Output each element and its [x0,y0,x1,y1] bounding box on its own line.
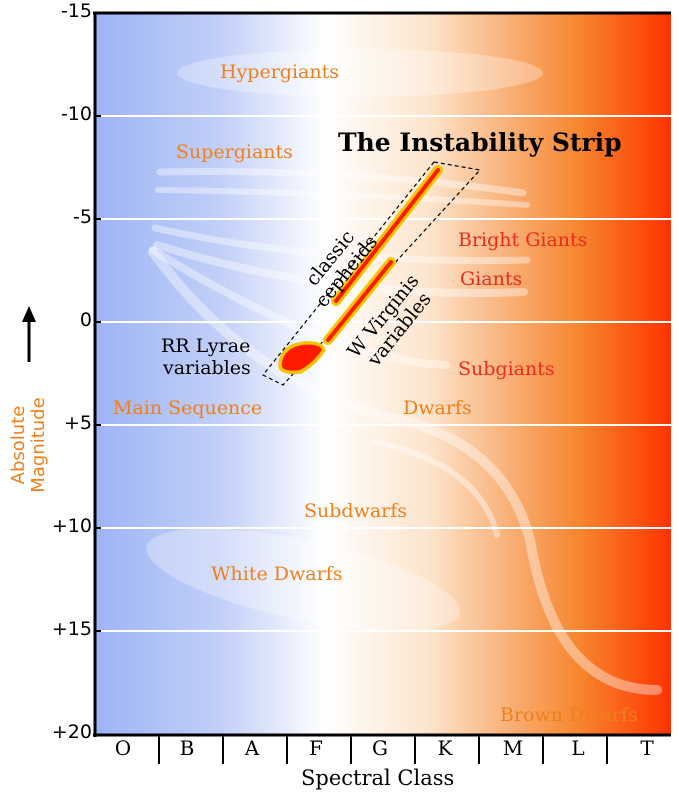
hypergiants-region [177,49,543,97]
x-class-label: T [640,736,654,760]
x-axis-title: Spectral Class [301,766,455,790]
y-tick-label: +20 [51,721,92,743]
label-brown-dwarfs: Brown Dwarfs [500,704,638,726]
y-tick-label: +5 [63,412,92,434]
classic-cepheids-core [334,168,440,303]
x-class-label: A [244,736,260,760]
rr-lyrae-label-line2: variables [163,357,251,379]
bright-giants-band [151,224,531,265]
subdwarfs-band [372,439,500,538]
x-class-label: L [571,736,585,760]
luminosity-bands [148,167,662,695]
plot-background [95,13,671,735]
y-tick-label: -5 [73,206,92,228]
rr-lyrae-label-line1: RR Lyrae [161,335,251,357]
y-tick-label: 0 [79,309,92,331]
label-giants: Giants [460,268,523,290]
white-dwarfs-region [146,528,460,632]
y-tick-label: +10 [51,515,92,537]
x-class-label: K [437,736,453,760]
label-white-dwarfs: White Dwarfs [211,563,343,585]
y-tick-label: +15 [51,618,92,640]
label-hypergiants: Hypergiants [220,61,339,83]
x-class-label: O [114,736,132,760]
label-subdwarfs: Subdwarfs [304,500,408,522]
y-axis-title-line1: Absolute [8,406,29,485]
label-supergiants: Supergiants [176,141,293,163]
w-virginis-core [326,260,393,342]
y-tick-label: -10 [60,103,92,125]
x-class-label: F [309,736,323,760]
subgiants-band [149,246,450,369]
gridlines [95,115,671,632]
magnitude-arrow-head [22,306,36,322]
label-subgiants: Subgiants [458,358,555,380]
rr-lyrae-blob [278,341,326,375]
x-class-label: M [502,736,524,760]
y-axis-title-line2: Magnitude [28,397,49,492]
label-bright-giants: Bright Giants [458,229,588,251]
main-sequence-band [148,247,662,695]
x-class-separators [158,735,608,764]
instability-strip-title: The Instability Strip [338,128,622,157]
label-dwarfs: Dwarfs [403,397,472,419]
supergiant-band [156,167,527,197]
y-tick-marks [95,115,101,632]
x-class-label: B [179,736,195,760]
x-class-label: G [372,736,388,760]
supergiant-band-2 [155,187,530,208]
label-main-sequence: Main Sequence [113,397,263,419]
instability-strip-box [262,161,482,386]
y-tick-label: -15 [60,0,92,22]
